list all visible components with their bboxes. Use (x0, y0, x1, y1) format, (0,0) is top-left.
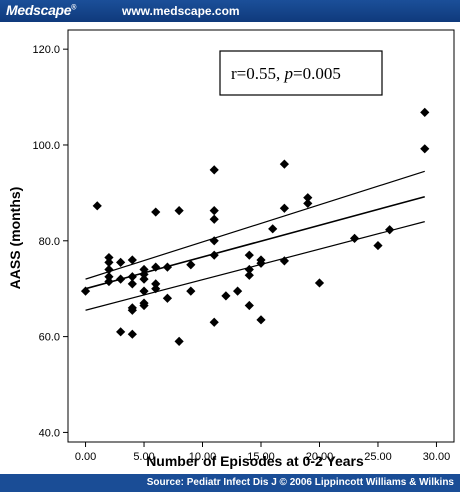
data-point (116, 274, 126, 284)
data-point (80, 286, 91, 296)
data-point (256, 258, 266, 268)
data-point (92, 201, 102, 211)
x-tick-label: 15.00 (247, 451, 275, 463)
data-point (162, 293, 173, 303)
data-point (186, 260, 196, 270)
data-point (209, 165, 219, 175)
data-point (151, 262, 161, 272)
data-point (420, 107, 430, 117)
site-link[interactable]: www.medscape.com (122, 4, 240, 18)
data-point (279, 159, 289, 169)
x-tick-label: 20.00 (306, 451, 334, 463)
scatter-chart: 40.0 60.0 80.0 100.0 120.0 0.00 5.00 10.00 15.00… (7, 29, 455, 469)
data-point (127, 329, 137, 339)
data-point (268, 224, 278, 234)
data-point (209, 317, 219, 327)
upper-confidence-line (85, 170, 425, 280)
data-point (303, 193, 313, 203)
x-tick-label: 30.00 (423, 451, 451, 463)
data-point (385, 225, 395, 235)
data-point (139, 269, 149, 279)
p-value: =0.005 (293, 64, 341, 83)
data-point (233, 286, 243, 296)
data-point (151, 279, 161, 289)
brand-name: Medscape (6, 2, 72, 18)
axis-ticks: 40.0 60.0 80.0 100.0 120.0 0.00 5.00 10.00 15.00… (32, 44, 450, 463)
data-point (373, 240, 383, 251)
data-point (174, 206, 184, 216)
data-point (314, 278, 325, 288)
y-tick-label: 120.0 (32, 44, 60, 56)
header-bar: Medscape® www.medscape.com (0, 0, 460, 22)
data-point (139, 274, 149, 284)
data-point (244, 300, 254, 311)
data-point (303, 198, 313, 209)
lower-confidence-line (85, 221, 425, 311)
data-point (104, 272, 114, 282)
data-point (221, 291, 231, 301)
source-citation: Source: Pediatr Infect Dis J © 2006 Lipp… (146, 477, 454, 488)
x-tick-label: 0.00 (75, 451, 96, 463)
data-point (139, 286, 149, 296)
annotation-frame (219, 50, 383, 96)
x-axis-label: Number of Episodes at 0-2 Years (146, 453, 364, 469)
data-point (104, 252, 114, 263)
data-point (127, 272, 137, 282)
data-point (209, 214, 219, 224)
y-tick-label: 100.0 (32, 140, 60, 152)
y-axis-label: AASS (months) (7, 187, 23, 290)
data-points (80, 107, 430, 346)
p-symbol: p (284, 64, 294, 83)
correlation-annotation: r=0.55, p=0.005 (231, 64, 341, 83)
y-tick-label: 40.0 (39, 427, 60, 439)
data-point (162, 262, 173, 272)
data-point (116, 327, 126, 337)
footer-bar: Source: Pediatr Infect Dis J © 2006 Lipp… (0, 474, 460, 492)
data-point (151, 284, 161, 294)
data-point (256, 315, 266, 325)
brand-logo[interactable]: Medscape® (6, 2, 76, 18)
data-point (127, 279, 137, 289)
brand-mark: ® (71, 4, 77, 12)
x-tick-label: 5.00 (133, 451, 154, 463)
annotation-box: r=0.55, p=0.005 (219, 50, 383, 96)
x-tick-label: 10.00 (189, 451, 217, 463)
data-point (186, 286, 196, 296)
data-point (209, 236, 219, 246)
plot-frame (67, 29, 455, 443)
data-point (127, 305, 137, 315)
data-point (420, 144, 430, 154)
data-point (209, 206, 219, 216)
data-point (349, 233, 360, 243)
data-point (174, 336, 184, 346)
y-tick-label: 80.0 (39, 236, 60, 248)
data-point (139, 300, 149, 311)
data-point (279, 203, 289, 213)
r-value: r=0.55, (231, 64, 285, 83)
data-point (279, 256, 289, 266)
data-point (127, 255, 137, 265)
y-tick-label: 60.0 (39, 332, 60, 344)
x-tick-label: 25.00 (364, 451, 392, 463)
data-point (104, 276, 114, 287)
data-point (104, 264, 114, 275)
data-point (151, 207, 161, 217)
